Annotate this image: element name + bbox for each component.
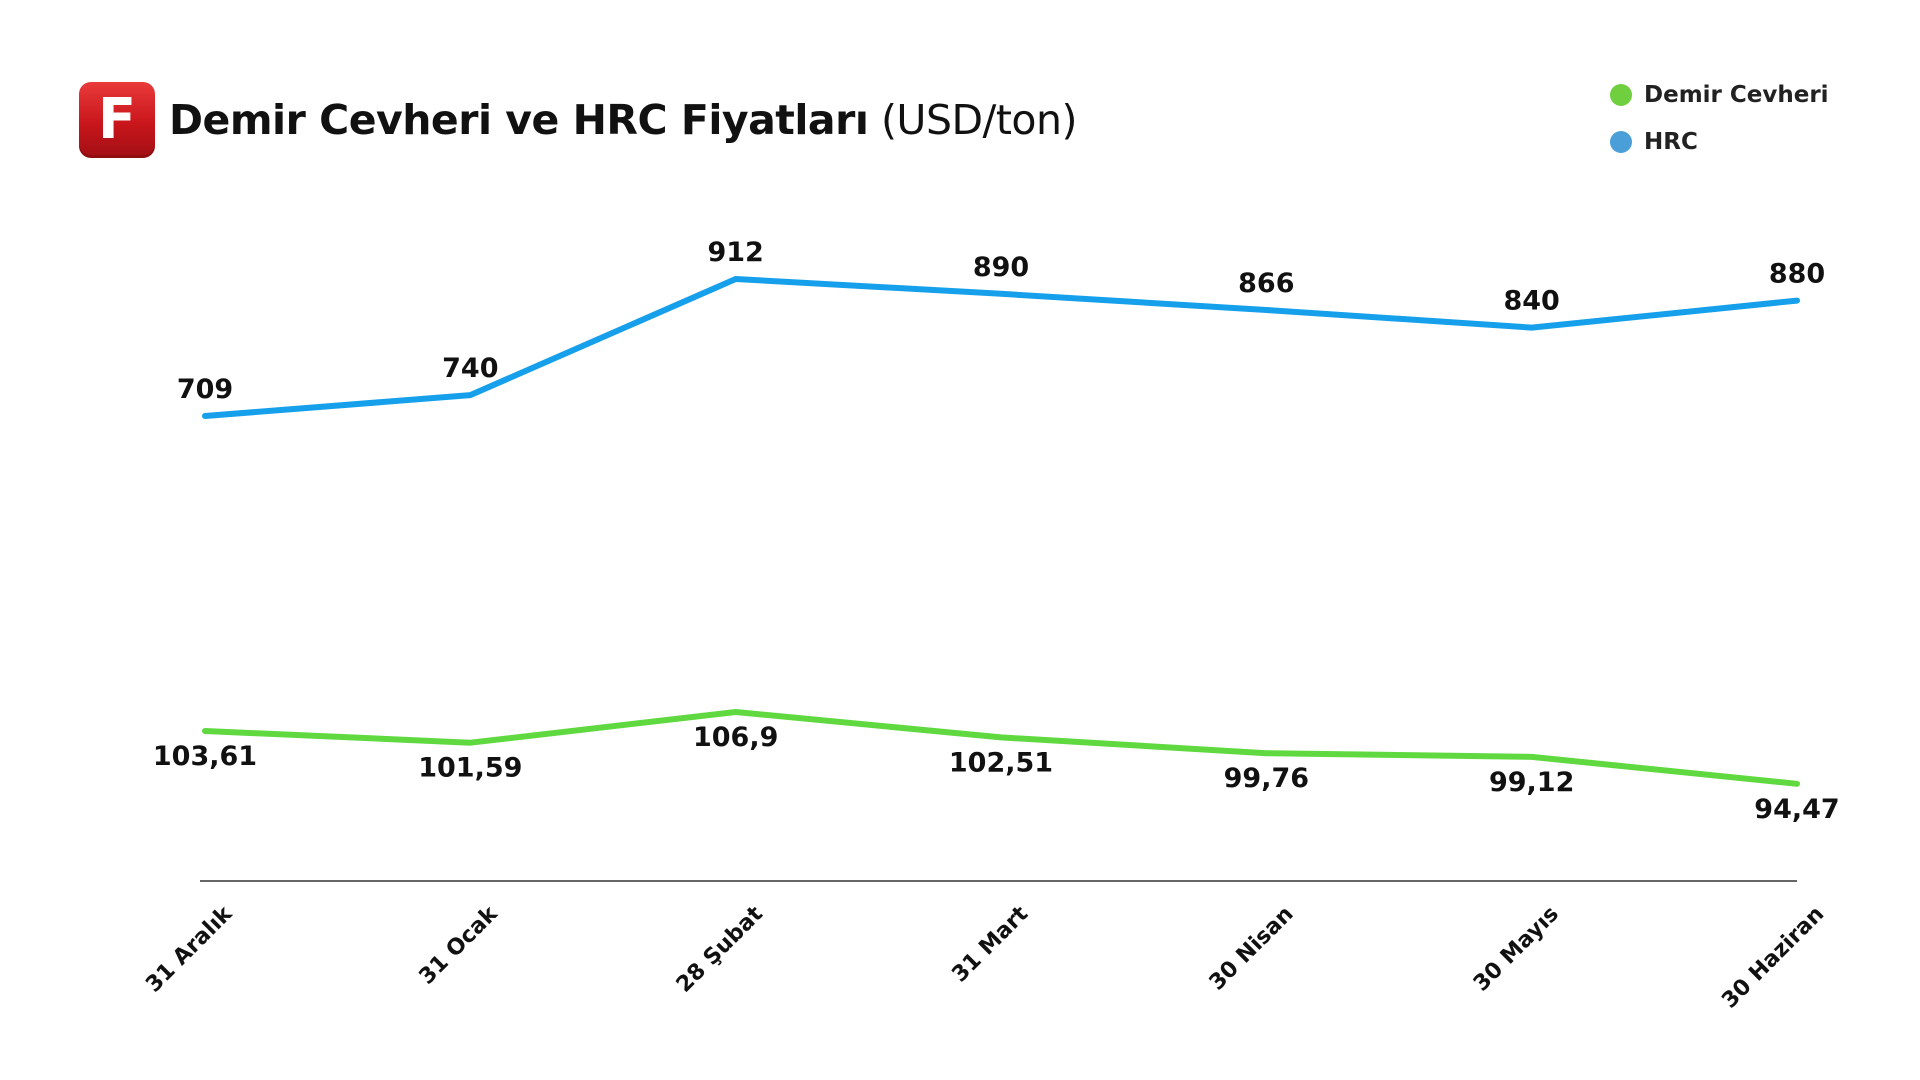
legend-label-demir-cevheri: Demir Cevheri (1644, 82, 1829, 108)
data-label-demir-cevheri: 99,76 (1224, 763, 1309, 794)
x-tick-label: 31 Aralık (141, 901, 238, 998)
data-label-demir-cevheri: 101,59 (418, 753, 522, 784)
data-label-demir-cevheri: 94,47 (1754, 794, 1839, 825)
chart-legend: Demir Cevheri HRC (1610, 80, 1829, 174)
legend-item-demir-cevheri: Demir Cevheri (1610, 80, 1829, 110)
data-label-hrc: 880 (1769, 259, 1825, 290)
data-label-demir-cevheri: 102,51 (949, 747, 1053, 778)
chart-title: Demir Cevheri ve HRC Fiyatları (USD/ton) (169, 96, 1078, 144)
legend-label-hrc: HRC (1644, 129, 1698, 155)
legend-dot-hrc (1610, 131, 1632, 153)
chart-title-text: Demir Cevheri ve HRC Fiyatları (169, 96, 869, 144)
brand-logo-letter: F (97, 87, 137, 152)
chart-header: F Demir Cevheri ve HRC Fiyatları (USD/to… (79, 82, 1078, 158)
x-tick-label: 30 Mayıs (1469, 902, 1564, 997)
legend-dot-demir-cevheri (1610, 84, 1632, 106)
series-line-hrc (202, 276, 1800, 419)
x-tick-label: 30 Haziran (1717, 902, 1829, 1014)
x-tick-label: 28 Şubat (672, 901, 768, 997)
x-tick-label: 31 Ocak (415, 901, 504, 990)
data-label-hrc: 709 (177, 374, 233, 405)
data-label-hrc: 840 (1503, 286, 1559, 317)
x-tick-label: 30 Nisan (1205, 902, 1299, 996)
data-label-hrc: 890 (973, 252, 1029, 283)
series-line-demir-cevheri (202, 709, 1800, 787)
legend-item-hrc: HRC (1610, 127, 1829, 157)
data-label-hrc: 866 (1238, 268, 1294, 299)
data-label-demir-cevheri: 106,9 (693, 722, 778, 753)
x-tick-label: 31 Mart (947, 901, 1033, 987)
data-label-hrc: 740 (442, 353, 498, 384)
brand-logo: F (79, 82, 155, 158)
data-label-demir-cevheri: 99,12 (1489, 767, 1574, 798)
data-label-demir-cevheri: 103,61 (153, 741, 257, 772)
chart-title-unit: (USD/ton) (880, 96, 1078, 144)
data-label-hrc: 912 (707, 237, 763, 268)
